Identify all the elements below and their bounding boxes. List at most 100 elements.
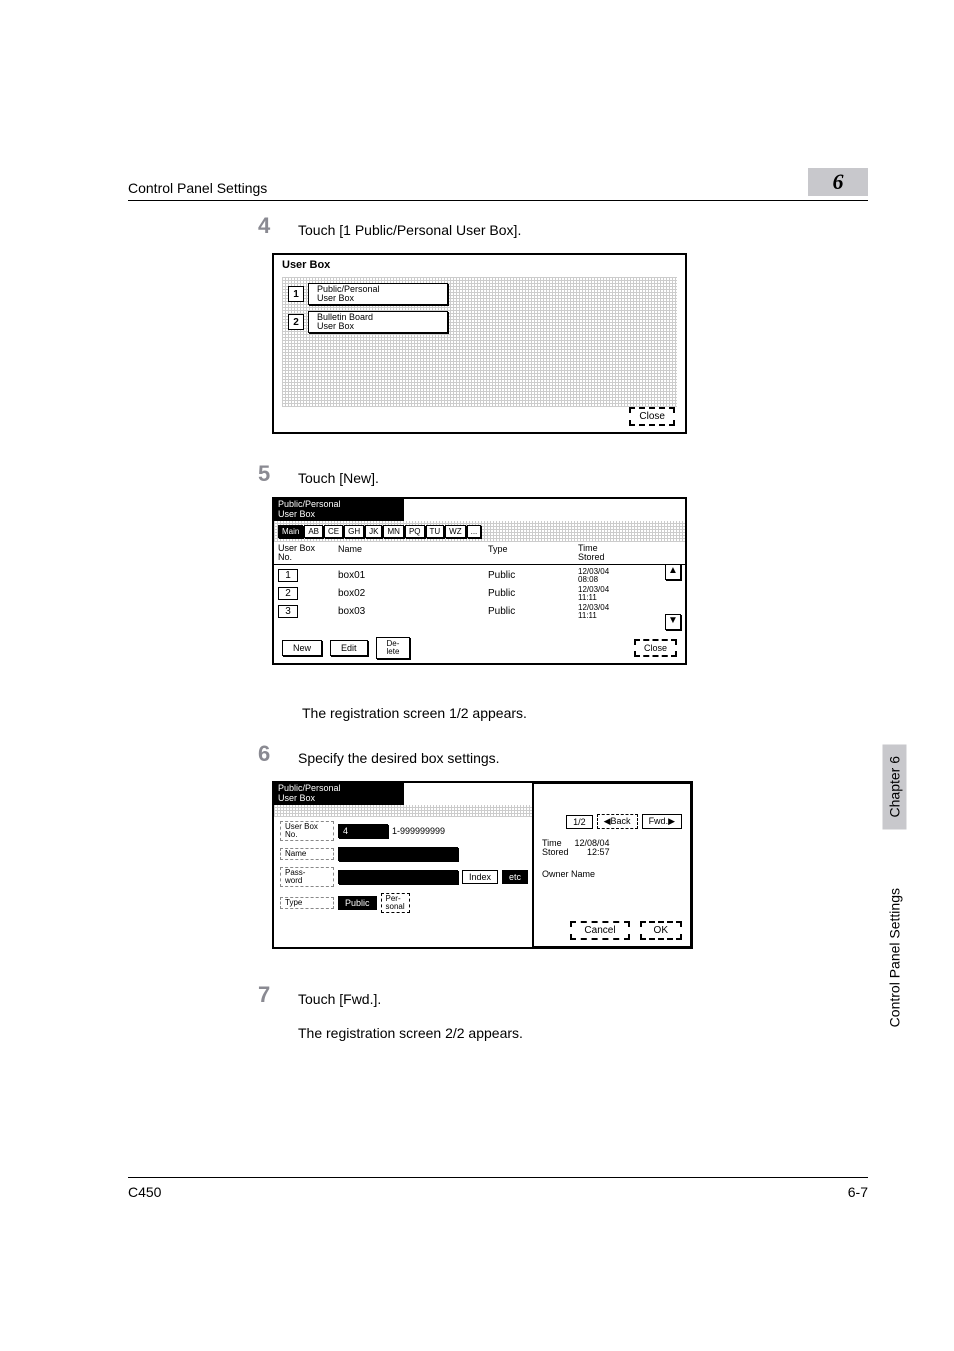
type-public-button[interactable]: Public <box>338 896 377 910</box>
step-5-text: Touch [New]. <box>298 461 379 489</box>
tab-etc[interactable]: ... <box>467 525 482 538</box>
tab-wz[interactable]: WZ <box>445 525 465 538</box>
cancel-button[interactable]: Cancel <box>570 921 629 940</box>
input-name[interactable] <box>338 847 458 861</box>
sidebar-title: Control Panel Settings <box>886 888 902 1027</box>
ss3-hatch <box>274 805 532 817</box>
footer-model: C450 <box>128 1184 161 1200</box>
screenshot-boxlist: Public/Personal User Box Main AB CE GH J… <box>272 497 687 665</box>
row3-name: box03 <box>338 606 488 617</box>
tab-gh[interactable]: GH <box>344 525 364 538</box>
label-password: Pass- word <box>280 867 334 887</box>
row2-time: 12/03/04 11:11 <box>578 586 668 602</box>
ss3-header: Public/Personal User Box <box>274 783 404 805</box>
sidebar-chapter: Chapter 6 <box>882 744 906 829</box>
row3-type: Public <box>488 606 578 617</box>
tab-ce[interactable]: CE <box>324 525 343 538</box>
ss1-btn-public[interactable]: Public/Personal User Box <box>308 283 448 305</box>
index-button[interactable]: Index <box>462 870 498 884</box>
screenshot-userbox: User Box 1 Public/Personal User Box 2 Bu… <box>272 253 687 434</box>
step-5-note: The registration screen 1/2 appears. <box>302 696 527 724</box>
tab-mn[interactable]: MN <box>383 525 403 538</box>
ss1-row-1: 1 Public/Personal User Box <box>288 283 448 305</box>
step-5: 5 Touch [New]. <box>258 461 379 489</box>
time-label: Time Stored <box>542 839 569 857</box>
scroll-down-icon[interactable]: ▼ <box>665 614 681 630</box>
step-4: 4 Touch [1 Public/Personal User Box]. <box>258 213 521 241</box>
ss1-btn-bulletin[interactable]: Bulletin Board User Box <box>308 311 448 333</box>
time-stored: Time Stored 12/08/04 12:57 <box>542 839 618 857</box>
back-button[interactable]: ◀Back <box>597 814 638 829</box>
tab-tu[interactable]: TU <box>426 525 445 538</box>
step-5-num: 5 <box>258 461 298 487</box>
box-row-1[interactable]: 1 box01 Public 12/03/04 08:08 <box>278 567 681 585</box>
ss2-footer: New Edit De- lete Close <box>282 637 677 659</box>
col-name: Name <box>338 544 488 562</box>
edit-button[interactable]: Edit <box>330 640 368 656</box>
input-password[interactable] <box>338 870 458 884</box>
owner-name-field: Owner Name <box>542 869 595 879</box>
footer-page: 6-7 <box>848 1184 868 1200</box>
type-personal-button[interactable]: Per- sonal <box>381 893 410 913</box>
fwd-button[interactable]: Fwd.▶ <box>642 814 682 829</box>
ss1-row-2: 2 Bulletin Board User Box <box>288 311 448 333</box>
step-6-num: 6 <box>258 741 298 767</box>
step-7-note: The registration screen 2/2 appears. <box>298 1010 523 1044</box>
input-userboxno[interactable]: 4 <box>338 824 388 838</box>
delete-button[interactable]: De- lete <box>376 637 411 659</box>
footer: C450 6-7 <box>128 1177 868 1200</box>
step-4-text: Touch [1 Public/Personal User Box]. <box>298 213 521 241</box>
label-name: Name <box>280 848 334 860</box>
step-6: 6 Specify the desired box settings. <box>258 741 500 769</box>
ss2-body: 1 box01 Public 12/03/04 08:08 2 box02 Pu… <box>274 565 685 623</box>
step-7: 7 Touch [Fwd.]. The registration screen … <box>258 982 523 1045</box>
box-row-2[interactable]: 2 box02 Public 12/03/04 11:11 <box>278 585 681 603</box>
page-indicator: 1/2 <box>566 815 593 829</box>
header: Control Panel Settings 6 <box>128 168 868 201</box>
scroll-up-icon[interactable]: ▲ <box>665 564 681 580</box>
ss1-title: User Box <box>274 255 685 275</box>
row1-type: Public <box>488 570 578 581</box>
ss2-close-button[interactable]: Close <box>634 639 677 657</box>
time-value: 12/08/04 12:57 <box>575 839 618 857</box>
row3-no: 3 <box>278 605 298 618</box>
row1-no: 1 <box>278 569 298 582</box>
screenshot-boxsettings: Public/Personal User Box User Box No. 4 … <box>272 781 693 949</box>
new-button[interactable]: New <box>282 640 322 656</box>
chapter-badge: 6 <box>808 168 868 196</box>
ss1-num-2: 2 <box>288 314 304 330</box>
owner-label: Owner Name <box>542 869 595 879</box>
tab-pq[interactable]: PQ <box>405 525 425 538</box>
row1-name: box01 <box>338 570 488 581</box>
page-controls: 1/2 ◀Back Fwd.▶ <box>566 814 682 829</box>
ss2-colheader: User Box No. Name Type Time Stored <box>274 542 685 565</box>
ss1-num-1: 1 <box>288 286 304 302</box>
step-4-num: 4 <box>258 213 298 239</box>
ss2-header: Public/Personal User Box <box>274 499 404 521</box>
tab-ab[interactable]: AB <box>304 525 323 538</box>
label-type: Type <box>280 897 334 909</box>
ss3-footer: Cancel OK <box>570 921 682 940</box>
row2-name: box02 <box>338 588 488 599</box>
etc-button[interactable]: etc <box>502 870 528 884</box>
label-userboxno: User Box No. <box>280 821 334 841</box>
step-5-note-text: The registration screen 1/2 appears. <box>302 696 527 724</box>
col-time: Time Stored <box>578 544 668 562</box>
row3-time: 12/03/04 11:11 <box>578 604 668 620</box>
step-7-num: 7 <box>258 982 298 1008</box>
col-type: Type <box>488 544 578 562</box>
ss2-tabs: Main AB CE GH JK MN PQ TU WZ ... <box>274 521 685 542</box>
step-7-text: Touch [Fwd.]. <box>298 982 523 1010</box>
row2-type: Public <box>488 588 578 599</box>
ok-button[interactable]: OK <box>640 921 682 940</box>
ss1-close-button[interactable]: Close <box>629 407 675 426</box>
step-6-text: Specify the desired box settings. <box>298 741 500 769</box>
header-title: Control Panel Settings <box>128 180 267 196</box>
box-row-3[interactable]: 3 box03 Public 12/03/04 11:11 <box>278 603 681 621</box>
tab-main[interactable]: Main <box>278 525 303 538</box>
tab-jk[interactable]: JK <box>365 525 382 538</box>
col-no: User Box No. <box>278 544 338 562</box>
row1-time: 12/03/04 08:08 <box>578 568 668 584</box>
row2-no: 2 <box>278 587 298 600</box>
ss1-content: 1 Public/Personal User Box 2 Bulletin Bo… <box>282 277 677 407</box>
